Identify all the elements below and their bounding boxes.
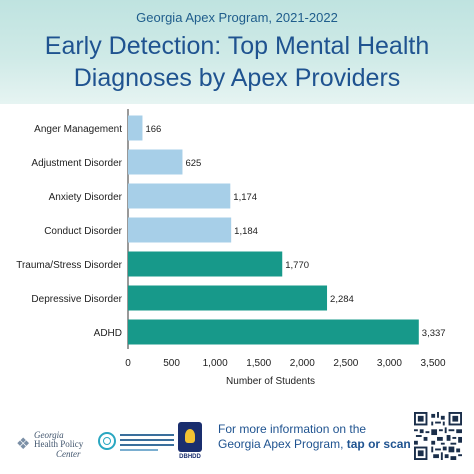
x-tick-label-6: 3,000: [377, 358, 402, 369]
x-tick-label-0: 0: [125, 358, 131, 369]
bar-3: [128, 217, 232, 243]
chart-subtitle: Georgia Apex Program, 2021-2022: [136, 10, 338, 25]
x-tick-label-2: 1,000: [203, 358, 228, 369]
bar-4: [128, 251, 283, 277]
ghpc-logo-text-3: Center: [56, 449, 81, 459]
value-label-5: 2,284: [330, 294, 354, 305]
value-label-2: 1,174: [233, 192, 257, 203]
chart-title-line-1: Early Detection: Top Mental Health: [44, 32, 430, 60]
qr-code-icon[interactable]: [414, 412, 462, 460]
ghpc-mark-icon: ❖: [16, 436, 31, 453]
bar-5: [128, 285, 328, 311]
category-label-4: Trauma/Stress Disorder: [16, 260, 122, 271]
bar-2: [128, 183, 231, 209]
bar-1: [128, 149, 183, 175]
dbhdd-figure-icon: [185, 429, 195, 443]
category-label-3: Conduct Disorder: [44, 226, 122, 237]
ghpc-logo-icon[interactable]: ❖ Georgia Health Policy Center: [16, 428, 90, 462]
value-label-1: 625: [185, 158, 201, 169]
chart-title: Early Detection: Top Mental Health Diagn…: [0, 30, 474, 94]
value-label-4: 1,770: [285, 260, 309, 271]
x-axis-label: Number of Students: [226, 376, 315, 387]
category-label-5: Depressive Disorder: [31, 294, 122, 305]
header-banner: Georgia Apex Program, 2021-2022 Early De…: [0, 0, 474, 104]
value-label-3: 1,184: [234, 226, 258, 237]
x-tick-label-5: 2,500: [333, 358, 358, 369]
x-tick-label-1: 500: [163, 358, 180, 369]
x-tick-label-4: 2,000: [290, 358, 315, 369]
info-text-line-2[interactable]: Georgia Apex Program, tap or scan here: [218, 437, 439, 451]
bar-0: [128, 115, 143, 141]
x-tick-label-3: 1,500: [246, 358, 271, 369]
x-tick-label-7: 3,500: [420, 358, 445, 369]
category-label-2: Anxiety Disorder: [49, 192, 123, 203]
category-label-0: Anger Management: [34, 124, 122, 135]
cebh-logo-icon[interactable]: [98, 430, 176, 456]
footer: ❖ Georgia Health Policy Center DBHDD For…: [0, 404, 474, 474]
dbhdd-logo-icon[interactable]: DBHDD: [178, 422, 202, 464]
value-label-0: 166: [145, 124, 161, 135]
dbhdd-label: DBHDD: [179, 454, 201, 460]
bar-chart: Anger Management 166 Adjustment Disorder 62…: [16, 109, 446, 387]
cebh-ring-icon: [98, 432, 116, 450]
ghpc-logo-text-1: Georgia: [34, 430, 64, 440]
cebh-logo-text-lines: [120, 434, 174, 454]
category-label-1: Adjustment Disorder: [31, 158, 122, 169]
cebh-inner-ring-icon: [103, 437, 111, 445]
category-label-6: ADHD: [94, 328, 122, 339]
info-text-line-1: For more information on the: [218, 422, 367, 436]
chart-title-line-2: Diagnoses by Apex Providers: [73, 64, 401, 92]
bar-6: [128, 319, 419, 345]
ghpc-logo-text-2: Health Policy: [34, 439, 84, 449]
value-label-6: 3,337: [422, 328, 446, 339]
info-text-program: Georgia Apex Program,: [218, 437, 347, 451]
